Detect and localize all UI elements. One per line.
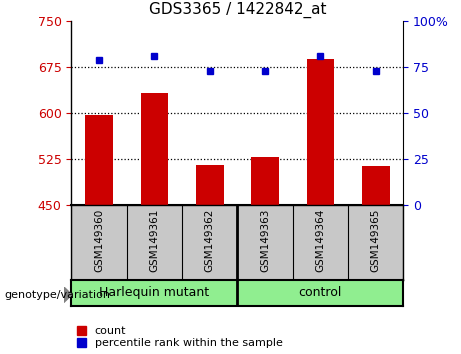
- Bar: [141, 93, 168, 205]
- Text: GSM149365: GSM149365: [371, 209, 381, 273]
- Bar: [307, 59, 334, 205]
- Polygon shape: [64, 287, 72, 303]
- Text: control: control: [299, 286, 342, 299]
- Bar: [251, 158, 279, 205]
- Title: GDS3365 / 1422842_at: GDS3365 / 1422842_at: [148, 2, 326, 18]
- Bar: [196, 165, 224, 205]
- Text: genotype/variation: genotype/variation: [5, 290, 111, 299]
- Text: GSM149360: GSM149360: [94, 209, 104, 272]
- Bar: [85, 115, 113, 205]
- Bar: [362, 166, 390, 205]
- Text: GSM149361: GSM149361: [149, 209, 160, 273]
- Text: GSM149363: GSM149363: [260, 209, 270, 273]
- Text: GSM149362: GSM149362: [205, 209, 215, 273]
- Text: Harlequin mutant: Harlequin mutant: [100, 286, 209, 299]
- Legend: count, percentile rank within the sample: count, percentile rank within the sample: [77, 326, 283, 348]
- Text: GSM149364: GSM149364: [315, 209, 325, 273]
